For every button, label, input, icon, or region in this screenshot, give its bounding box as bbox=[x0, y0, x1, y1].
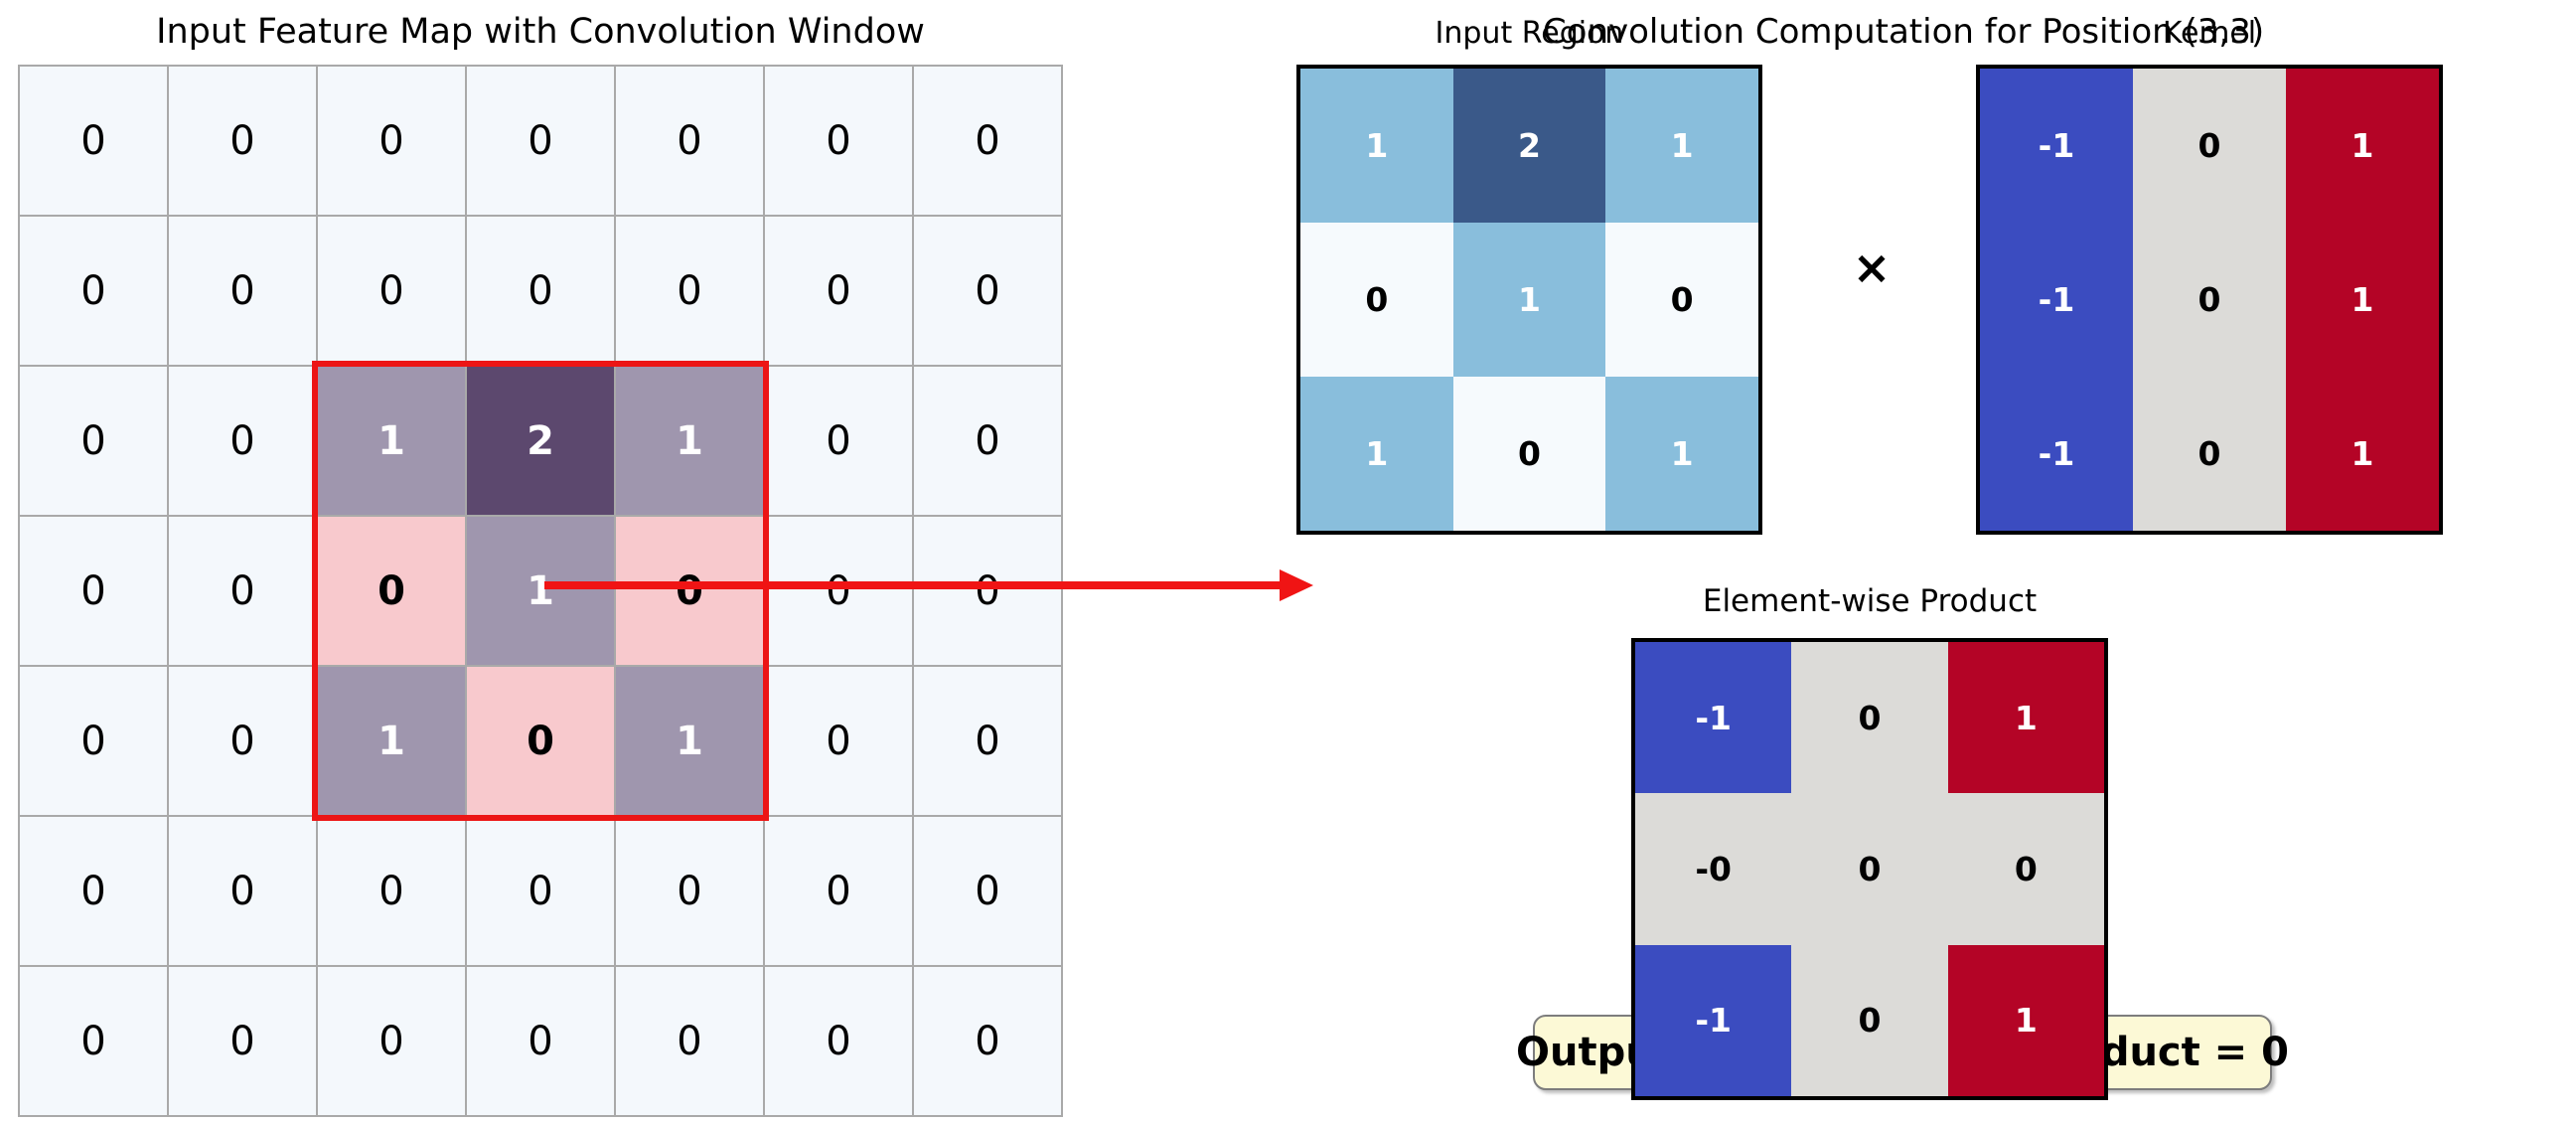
grid-cell: 0 bbox=[20, 817, 167, 965]
grid-cell: 1 bbox=[1300, 377, 1453, 531]
grid-cell: 0 bbox=[914, 967, 1061, 1115]
grid-cell: 0 bbox=[318, 967, 465, 1115]
grid-cell: 1 bbox=[1452, 223, 1606, 377]
grid-cell: 1 bbox=[616, 667, 763, 815]
grid-cell: 0 bbox=[616, 817, 763, 965]
grid-cell: 0 bbox=[20, 217, 167, 365]
grid-cell: 0 bbox=[169, 367, 316, 515]
input-region-title: Input Region bbox=[1435, 16, 1624, 51]
grid-cell: 2 bbox=[467, 367, 614, 515]
grid-cell: 0 bbox=[1791, 944, 1948, 1096]
grid-cell: 0 bbox=[765, 967, 912, 1115]
grid-cell: 0 bbox=[616, 217, 763, 365]
grid-cell: -1 bbox=[1635, 642, 1792, 794]
grid-cell: 0 bbox=[616, 67, 763, 215]
grid-cell: 0 bbox=[914, 817, 1061, 965]
main-title: Convolution Computation for Position (3,… bbox=[1542, 12, 2265, 52]
grid-cell: -1 bbox=[1980, 377, 2133, 531]
grid-cell: 0 bbox=[318, 67, 465, 215]
grid-cell: 1 bbox=[318, 667, 465, 815]
grid-cell: 0 bbox=[169, 817, 316, 965]
grid-cell: 0 bbox=[1791, 793, 1948, 945]
grid-cell: 0 bbox=[765, 367, 912, 515]
grid-cell: 0 bbox=[914, 667, 1061, 815]
grid-cell: 0 bbox=[467, 67, 614, 215]
grid-cell: 1 bbox=[2286, 223, 2439, 377]
grid-cell: 0 bbox=[616, 967, 763, 1115]
grid-cell: 0 bbox=[914, 517, 1061, 665]
grid-cell: 0 bbox=[914, 217, 1061, 365]
grid-cell: 1 bbox=[1300, 69, 1453, 223]
grid-cell: 0 bbox=[20, 517, 167, 665]
grid-cell: 1 bbox=[467, 517, 614, 665]
grid-cell: 0 bbox=[169, 217, 316, 365]
grid-cell: 0 bbox=[765, 217, 912, 365]
grid-cell: 0 bbox=[169, 517, 316, 665]
grid-cell: -0 bbox=[1635, 793, 1792, 945]
grid-cell: 0 bbox=[1791, 642, 1948, 794]
kernel-grid: -1 0 1 -1 0 1 -1 0 1 bbox=[1976, 65, 2443, 535]
grid-cell: 0 bbox=[318, 517, 465, 665]
grid-cell: 0 bbox=[1452, 377, 1606, 531]
grid-cell: 0 bbox=[20, 367, 167, 515]
grid-cell: 0 bbox=[765, 667, 912, 815]
grid-cell: 0 bbox=[169, 967, 316, 1115]
grid-cell: 0 bbox=[1300, 223, 1453, 377]
grid-cell: 0 bbox=[318, 817, 465, 965]
grid-cell: -1 bbox=[1980, 69, 2133, 223]
grid-cell: 0 bbox=[467, 967, 614, 1115]
grid-cell: 0 bbox=[765, 517, 912, 665]
grid-cell: 0 bbox=[914, 367, 1061, 515]
grid-cell: 0 bbox=[467, 217, 614, 365]
grid-cell: 0 bbox=[20, 967, 167, 1115]
grid-cell: 1 bbox=[1605, 69, 1758, 223]
grid-cell: 1 bbox=[1947, 642, 2104, 794]
grid-cell: 0 bbox=[914, 67, 1061, 215]
grid-cell: 0 bbox=[2133, 377, 2286, 531]
grid-cell: 0 bbox=[20, 667, 167, 815]
kernel-title: Kernel bbox=[2162, 16, 2257, 51]
grid-cell: 0 bbox=[2133, 223, 2286, 377]
grid-cell: 0 bbox=[169, 667, 316, 815]
grid-cell: 0 bbox=[169, 67, 316, 215]
grid-cell: 0 bbox=[1605, 223, 1758, 377]
grid-cell: 0 bbox=[2133, 69, 2286, 223]
arrow-line bbox=[544, 581, 1280, 589]
grid-cell: 1 bbox=[2286, 69, 2439, 223]
grid-cell: 1 bbox=[1947, 944, 2104, 1096]
grid-cell: -1 bbox=[1635, 944, 1792, 1096]
grid-cell: 2 bbox=[1452, 69, 1606, 223]
feature-map-title: Input Feature Map with Convolution Windo… bbox=[156, 12, 925, 52]
product-grid: -1 0 1 -0 0 0 -1 0 1 bbox=[1631, 638, 2108, 1100]
grid-cell: 0 bbox=[467, 667, 614, 815]
grid-cell: 0 bbox=[318, 217, 465, 365]
grid-cell: 0 bbox=[1947, 793, 2104, 945]
grid-cell: 1 bbox=[616, 367, 763, 515]
grid-cell: -1 bbox=[1980, 223, 2133, 377]
grid-cell: 1 bbox=[318, 367, 465, 515]
arrow-head-icon bbox=[1280, 569, 1313, 601]
grid-cell: 0 bbox=[467, 817, 614, 965]
product-title: Element-wise Product bbox=[1702, 583, 2038, 619]
grid-cell: 0 bbox=[765, 67, 912, 215]
grid-cell: 0 bbox=[616, 517, 763, 665]
grid-cell: 1 bbox=[2286, 377, 2439, 531]
grid-cell: 1 bbox=[1605, 377, 1758, 531]
multiply-operator: × bbox=[1852, 241, 1892, 294]
grid-cell: 0 bbox=[20, 67, 167, 215]
grid-cell: 0 bbox=[765, 817, 912, 965]
